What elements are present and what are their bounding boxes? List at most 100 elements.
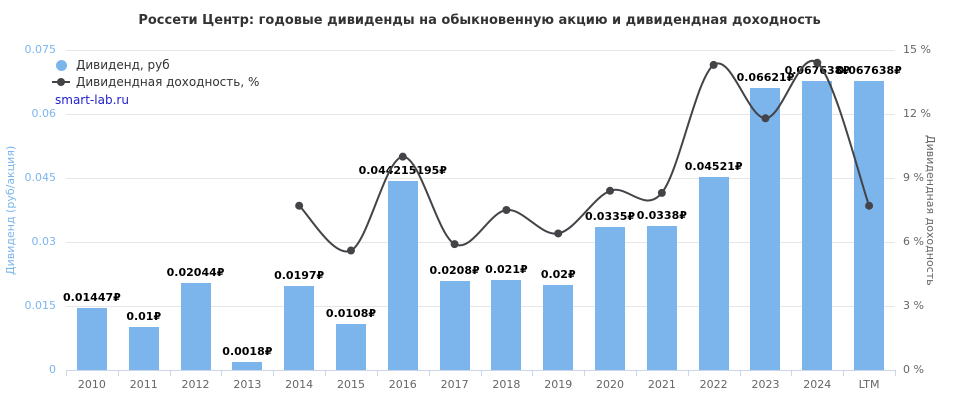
bar-2023[interactable] xyxy=(750,87,781,370)
yield-point-2014[interactable] xyxy=(295,201,304,210)
x-axis-label: 2018 xyxy=(492,378,521,391)
x-axis-tick xyxy=(325,370,327,376)
x-axis-tick xyxy=(66,370,67,376)
yield-point-2024[interactable] xyxy=(813,58,822,67)
x-axis-tick xyxy=(584,370,586,376)
line-series-icon xyxy=(50,78,72,86)
bar-2016[interactable] xyxy=(387,181,418,370)
legend-label-yield: Дивидендная доходность, % xyxy=(76,75,260,89)
left-axis-title: Дивиденд (руб/акция) xyxy=(4,145,17,275)
smart-lab-watermark-link[interactable]: smart-lab.ru xyxy=(55,93,129,107)
y-axis-tick-right: 15 % xyxy=(903,43,931,56)
bar-value-label: 0.02044₽ xyxy=(166,265,225,279)
bar-value-label: 0.01447₽ xyxy=(63,291,121,305)
x-axis-label: 2015 xyxy=(336,378,365,391)
y-axis-tick-right: 0 % xyxy=(903,363,924,376)
yield-point-2017[interactable] xyxy=(450,240,459,249)
yield-point-2018[interactable] xyxy=(502,206,511,214)
y-axis-tick-left: 0.045 xyxy=(24,171,57,184)
y-axis-tick-right: 12 % xyxy=(903,107,931,120)
legend: Дивиденд, руб Дивидендная доходность, % xyxy=(50,58,259,92)
bar-value-label: 0.0108₽ xyxy=(325,306,377,320)
x-axis-tick xyxy=(791,370,793,376)
bar-value-label: 0.021₽ xyxy=(485,263,528,277)
x-axis-label: 2017 xyxy=(440,378,469,391)
bar-2012[interactable] xyxy=(180,282,211,370)
bar-value-label: 0.04521₽ xyxy=(684,160,743,174)
x-axis-tick xyxy=(221,370,223,376)
bar-value-label: 0.0018₽ xyxy=(222,345,273,359)
bar-value-label: 0.0335₽ xyxy=(584,210,636,224)
bar-2010[interactable] xyxy=(76,308,107,370)
y-axis-tick-left: 0 xyxy=(49,363,56,376)
yield-point-2015[interactable] xyxy=(346,246,355,255)
bar-2011[interactable] xyxy=(128,327,159,370)
bar-2013[interactable] xyxy=(232,362,263,370)
bar-series-icon xyxy=(50,59,72,71)
x-axis-label: 2010 xyxy=(77,378,106,391)
bar-value-label: 0.0197₽ xyxy=(274,268,325,282)
x-axis-tick xyxy=(843,370,845,376)
legend-item-yield[interactable]: Дивидендная доходность, % xyxy=(50,75,259,89)
yield-point-2021[interactable] xyxy=(657,188,666,197)
bar-value-label: 0.01₽ xyxy=(126,310,162,324)
x-axis-tick xyxy=(895,370,896,376)
x-axis-label: 2016 xyxy=(388,378,417,391)
x-axis-tick xyxy=(687,370,689,376)
bar-2015[interactable] xyxy=(335,323,366,370)
y-axis-tick-left: 0.075 xyxy=(24,43,57,56)
x-axis-label: 2023 xyxy=(751,378,780,391)
x-axis-tick xyxy=(635,370,637,376)
x-axis-label: 2020 xyxy=(596,378,625,391)
x-axis-label: LTM xyxy=(858,378,880,391)
x-axis-tick xyxy=(480,370,482,376)
yield-point-2023[interactable] xyxy=(761,114,770,123)
yield-point-LTM[interactable] xyxy=(865,201,874,210)
bar-2018[interactable] xyxy=(491,280,522,370)
x-axis-tick xyxy=(117,370,119,376)
y-axis-tick-right: 6 % xyxy=(903,235,924,248)
bar-2014[interactable] xyxy=(284,285,315,370)
bar-2019[interactable] xyxy=(543,284,574,370)
x-axis-label: 2011 xyxy=(129,378,158,391)
bar-LTM[interactable] xyxy=(854,81,885,370)
x-axis-label: 2012 xyxy=(181,378,210,391)
bar-value-label: 0.044215195₽ xyxy=(358,164,447,178)
x-axis-tick xyxy=(273,370,275,376)
yield-point-2019[interactable] xyxy=(554,229,563,238)
x-axis-label: 2019 xyxy=(544,378,573,391)
bar-2024[interactable] xyxy=(802,81,833,370)
bar-value-label: 0.02₽ xyxy=(540,267,576,281)
x-axis-label: 2021 xyxy=(647,378,676,391)
bar-value-label: 0.0338₽ xyxy=(636,208,687,222)
yield-point-2020[interactable] xyxy=(606,186,615,195)
legend-item-dividend[interactable]: Дивиденд, руб xyxy=(50,58,259,72)
y-axis-tick-left: 0.03 xyxy=(31,235,57,248)
legend-label-dividend: Дивиденд, руб xyxy=(76,58,170,72)
yield-point-2016[interactable] xyxy=(398,152,407,161)
x-axis-tick xyxy=(739,370,741,376)
bar-value-label: 0.0208₽ xyxy=(429,264,480,278)
x-axis-tick xyxy=(169,370,171,376)
gridline xyxy=(66,306,895,307)
bar-2017[interactable] xyxy=(439,281,470,370)
yield-point-2022[interactable] xyxy=(709,60,718,69)
x-axis-label: 2022 xyxy=(699,378,728,391)
x-axis-label: 2024 xyxy=(803,378,832,391)
y-axis-tick-left: 0.06 xyxy=(31,107,57,120)
x-axis-label: 2014 xyxy=(285,378,314,391)
chart-title: Россети Центр: годовые дивиденды на обык… xyxy=(138,13,821,28)
y-axis-tick-left: 0.015 xyxy=(24,299,57,312)
bar-2021[interactable] xyxy=(646,225,677,370)
x-axis-label: 2013 xyxy=(233,378,262,391)
y-axis-tick-right: 3 % xyxy=(903,299,924,312)
x-axis-tick xyxy=(428,370,430,376)
bar-2022[interactable] xyxy=(698,177,729,370)
y-axis-tick-right: 9 % xyxy=(903,171,924,184)
x-axis-tick xyxy=(532,370,534,376)
bar-value-label: 0.067638₽ xyxy=(836,64,902,78)
bar-2020[interactable] xyxy=(595,227,626,370)
right-axis-title: Дивидендная доходность xyxy=(924,134,937,286)
x-axis-tick xyxy=(376,370,378,376)
